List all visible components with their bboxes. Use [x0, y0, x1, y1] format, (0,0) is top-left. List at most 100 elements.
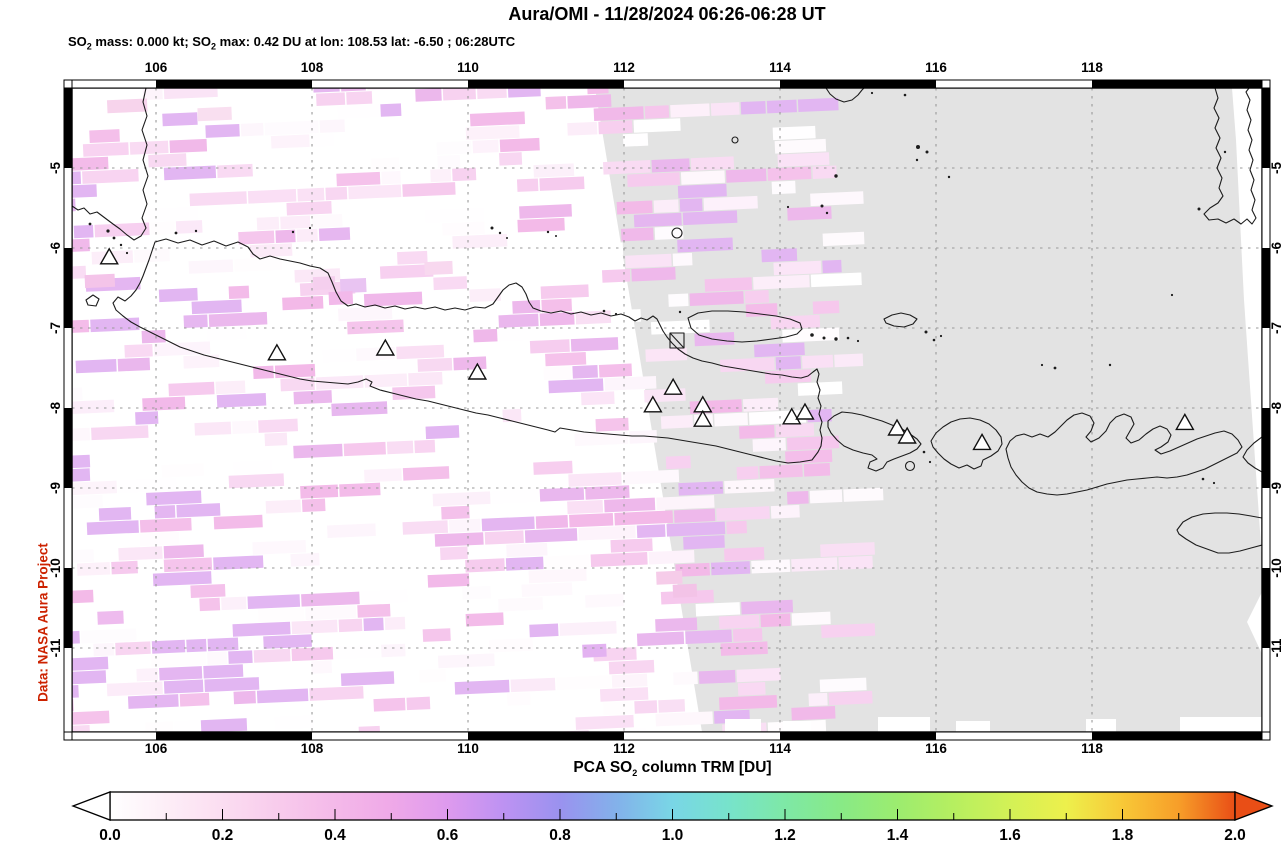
lon-tick-label-bottom: 112: [613, 741, 635, 756]
small-island-dot: [112, 236, 116, 240]
lat-tick-label-right: -5: [1269, 162, 1284, 175]
swath-edge-sliver: [783, 721, 811, 732]
small-island-dot: [928, 460, 932, 464]
small-island-dot: [870, 91, 874, 95]
colorbar-tick-label: 1.4: [886, 827, 909, 844]
lat-tick-label-right: -10: [1269, 558, 1284, 578]
colorbar-tick-label: 1.2: [774, 827, 796, 844]
so2-pixel-highlight: [106, 98, 148, 114]
frame-corner: [63, 79, 73, 89]
small-island-dot: [915, 158, 919, 162]
coastline-lombok: [930, 417, 1003, 470]
frame-band-left: [63, 87, 73, 733]
small-island-dot: [106, 229, 110, 233]
lon-tick-label-top: 118: [1081, 60, 1103, 75]
so2-pixel-highlight: [424, 260, 453, 276]
small-island-dot: [490, 226, 494, 230]
lat-tick-label-right: -8: [1269, 402, 1284, 415]
lon-tick-label-bottom: 114: [769, 741, 791, 756]
lon-tick-label-bottom: 108: [300, 741, 324, 756]
swath-edge-sliver: [1247, 592, 1262, 654]
coastlines: [72, 88, 1262, 554]
volcano-triangle-icon: [643, 395, 663, 413]
so2-pixel-highlight: [339, 277, 367, 294]
small-island-dot: [125, 251, 129, 255]
small-island-dot: [1212, 481, 1216, 485]
frame-band-top: [71, 79, 1263, 89]
coastline-bali: [827, 411, 922, 472]
small-island-outline: [904, 460, 916, 472]
colorbar-tick-label: 0.6: [436, 827, 459, 844]
colorbar-tick-label: 0.8: [549, 827, 571, 844]
lat-tick-label-left: -5: [48, 162, 63, 175]
small-island-dot: [856, 339, 860, 343]
frame-band-bottom: [71, 731, 1263, 741]
frame-corner: [63, 731, 73, 741]
lon-tick-label-bottom: 116: [925, 741, 947, 756]
small-island-dot: [922, 450, 926, 454]
small-island-dot: [947, 175, 951, 179]
volcano-triangle-icon: [663, 377, 683, 395]
lon-tick-label-top: 112: [613, 60, 635, 75]
colorbar-tick-label: 1.0: [661, 827, 684, 844]
volcano-triangle-icon: [795, 402, 815, 420]
frame-corner: [1261, 79, 1271, 89]
swath-edge-sliver: [1086, 719, 1116, 732]
small-island-dot: [1197, 207, 1201, 211]
coastline-java: [112, 238, 823, 464]
plot-area: [72, 88, 1262, 732]
surabaya-strait-detail: [669, 332, 685, 349]
so2-pixel-mosaic: [72, 88, 884, 732]
swath-edge-sliver: [956, 721, 990, 732]
small-island-dot: [174, 231, 178, 235]
small-island-dot: [194, 229, 198, 233]
small-island-dot: [498, 231, 502, 235]
small-island-dot: [925, 150, 929, 154]
small-island-dot: [614, 312, 618, 316]
volcano-triangle-icon: [972, 432, 992, 451]
so2-pixel-highlight: [672, 583, 698, 598]
colorbar-tick-label: 1.8: [1111, 827, 1134, 844]
coastline-flores-tip: [1242, 436, 1262, 473]
small-island-dot: [678, 310, 682, 314]
small-island-dot: [1040, 363, 1044, 367]
surabaya-strait-detail: [669, 332, 685, 349]
colorbar-tick-label: 1.6: [999, 827, 1021, 844]
coastline-sumbawa: [1005, 412, 1243, 496]
swath-edge-sliver: [1180, 717, 1262, 732]
small-island-dot: [1170, 293, 1174, 297]
volcano-triangle-icon: [467, 362, 488, 380]
so2-pixel-highlight: [84, 273, 116, 289]
lat-tick-label-left: -8: [48, 402, 63, 415]
small-island-outline: [731, 136, 739, 144]
lat-tick-label-left: -6: [48, 242, 63, 255]
small-island-dot: [939, 334, 943, 338]
small-island-dot: [834, 174, 838, 178]
small-island-dot: [916, 145, 920, 149]
colorbar: [71, 791, 1274, 821]
small-island-dot: [846, 336, 850, 340]
lat-tick-label-right: -9: [1269, 482, 1284, 495]
coastline-borneo-cape: [825, 88, 865, 103]
small-island-dot: [822, 336, 826, 340]
figure-title: Aura/OMI - 11/28/2024 06:26-06:28 UT: [508, 4, 826, 24]
lat-tick-label-right: -7: [1269, 322, 1284, 335]
small-island-dot: [810, 333, 814, 337]
coastline-sumba: [1176, 512, 1262, 554]
colorbar-tick-label: 0.0: [99, 827, 121, 844]
small-island-dot: [820, 204, 824, 208]
frame-corner: [1261, 731, 1271, 741]
lon-tick-label-top: 114: [769, 60, 791, 75]
small-island-outline: [671, 227, 683, 239]
coastline-sumatra: [72, 88, 149, 241]
volcano-markers: [99, 247, 1195, 451]
lon-tick-label-top: 116: [925, 60, 947, 75]
figure-subtitle: SO2 mass: 0.000 kt; SO2 max: 0.42 DU at …: [68, 34, 516, 52]
volcano-triangle-icon: [99, 247, 119, 265]
coastline-kangean: [883, 312, 918, 328]
volcano-triangle-icon: [267, 343, 287, 361]
lat-tick-label-right: -11: [1269, 638, 1284, 658]
data-credit-text: Data: NASA Aura Project: [35, 543, 51, 702]
